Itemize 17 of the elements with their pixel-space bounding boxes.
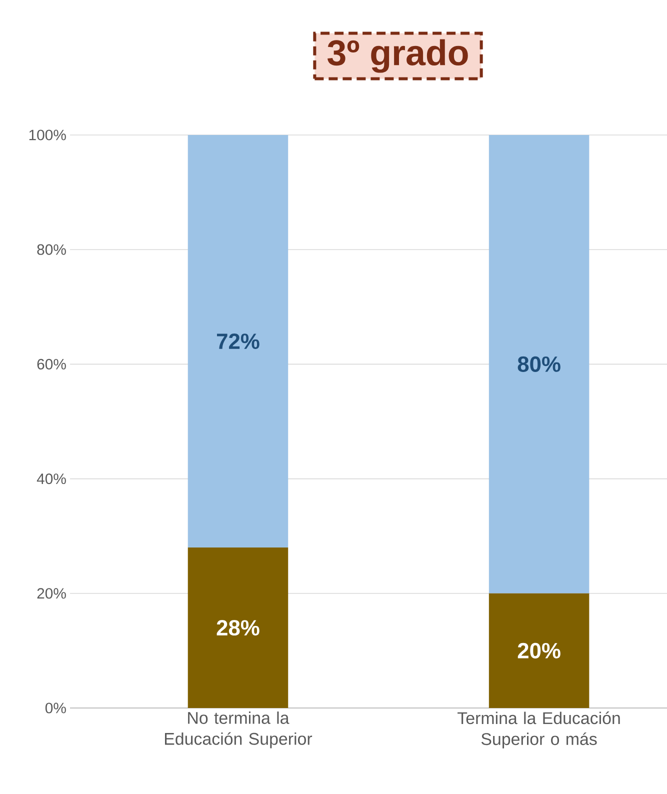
y-tick-label: 20% xyxy=(37,588,66,599)
bar xyxy=(188,548,288,708)
data-label: 20% xyxy=(518,642,560,658)
data-label: 80% xyxy=(518,356,560,372)
y-tick-label: 100% xyxy=(29,130,66,140)
x-tick-label: No termina la Educación Superior xyxy=(165,712,312,748)
chart-title: 3º grado xyxy=(328,39,468,73)
y-tick-label: 0% xyxy=(45,702,66,714)
data-label: 72% xyxy=(216,334,260,350)
bar xyxy=(488,134,590,594)
data-label: 28% xyxy=(216,620,260,636)
y-tick-label: 40% xyxy=(36,474,66,484)
x-tick-label: Termina la Educación Superior o más xyxy=(458,712,620,748)
bar xyxy=(488,593,590,708)
y-tick-label: 80% xyxy=(37,244,66,255)
y-tick-label: 60% xyxy=(37,358,66,370)
bar xyxy=(188,134,288,548)
